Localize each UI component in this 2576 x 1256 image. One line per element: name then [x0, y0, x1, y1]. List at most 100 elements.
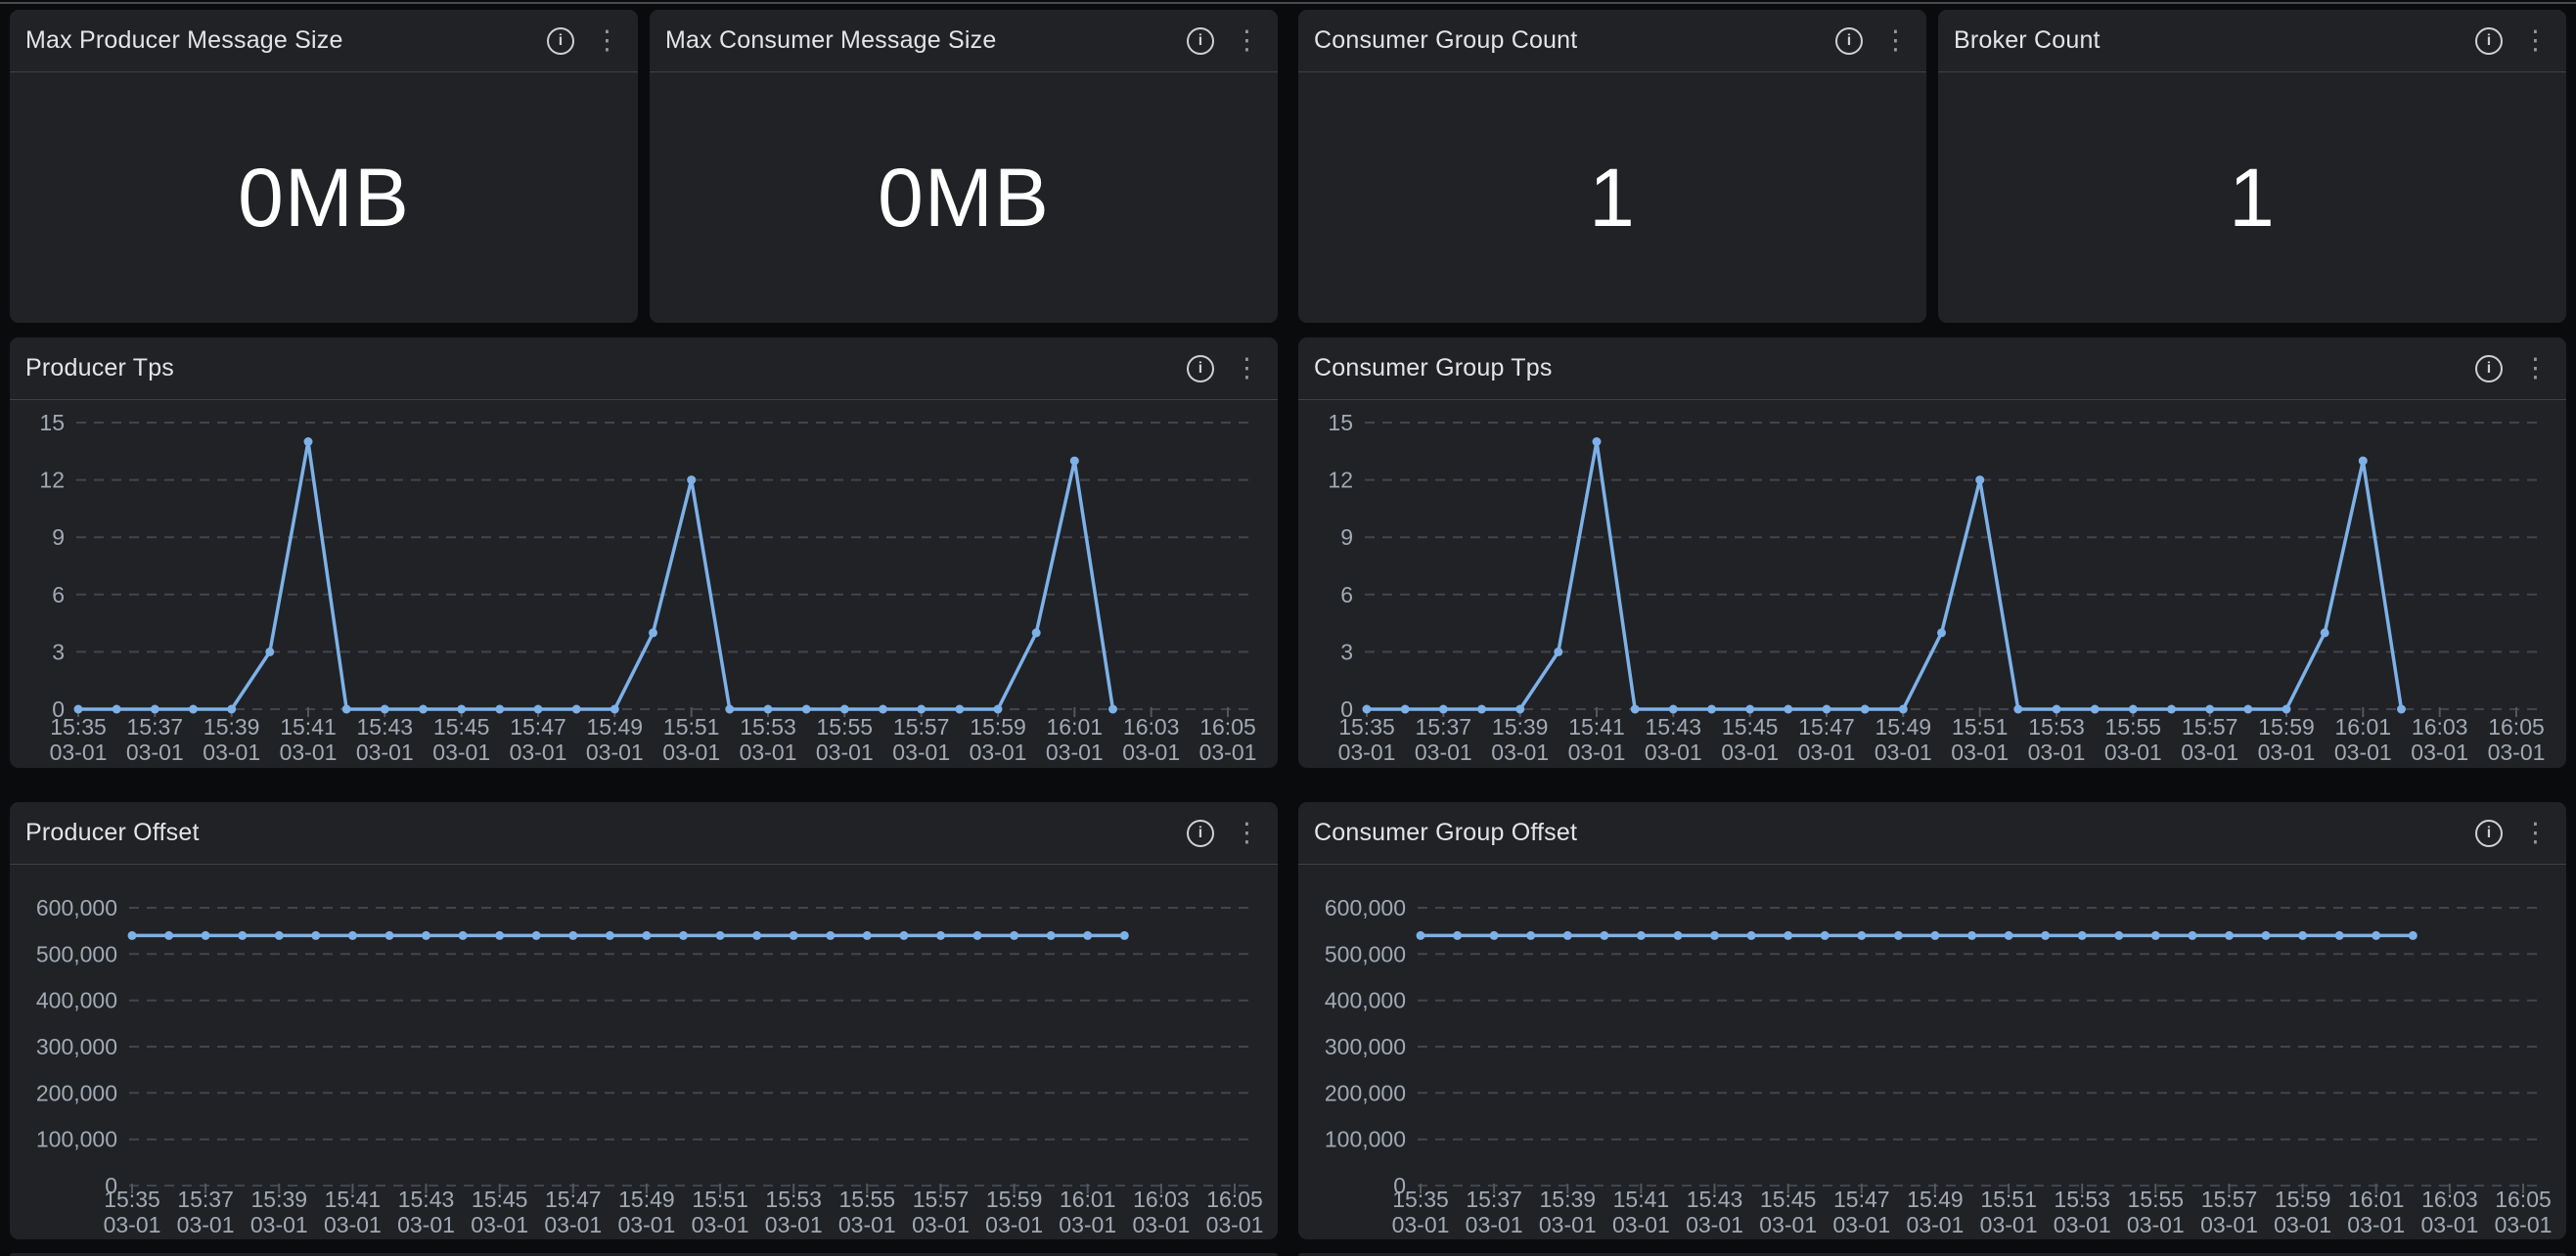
svg-text:3: 3: [52, 639, 65, 664]
svg-text:0: 0: [105, 1173, 117, 1198]
svg-text:15:55: 15:55: [839, 1187, 896, 1212]
svg-text:15:45: 15:45: [1722, 714, 1779, 740]
panel-title[interactable]: Producer Offset: [25, 819, 200, 846]
svg-text:9: 9: [52, 524, 65, 550]
svg-text:03-01: 03-01: [2054, 1212, 2111, 1237]
svg-text:03-01: 03-01: [1721, 740, 1779, 765]
svg-text:16:01: 16:01: [2335, 714, 2392, 740]
panel-producer-offset: Producer Offset i ⋮ 0 100,000 200,000 300,0…: [10, 802, 1278, 1239]
svg-text:15:41: 15:41: [1613, 1187, 1670, 1212]
svg-text:15:37: 15:37: [177, 1187, 234, 1212]
svg-text:500,000: 500,000: [36, 941, 117, 966]
svg-text:03-01: 03-01: [2411, 740, 2468, 765]
producer-tps-chart[interactable]: 0369121515:3503-0115:3703-0115:3903-0115…: [10, 400, 1278, 768]
svg-text:200,000: 200,000: [1325, 1080, 1406, 1105]
svg-text:03-01: 03-01: [970, 740, 1027, 765]
svg-text:300,000: 300,000: [36, 1034, 117, 1059]
svg-text:15:37: 15:37: [1466, 1187, 1522, 1212]
svg-text:15:39: 15:39: [1492, 714, 1549, 740]
svg-text:03-01: 03-01: [1686, 1212, 1743, 1237]
svg-text:15:59: 15:59: [2275, 1187, 2331, 1212]
svg-text:03-01: 03-01: [1980, 1212, 2038, 1237]
svg-text:03-01: 03-01: [1906, 1212, 1964, 1237]
svg-text:03-01: 03-01: [2334, 740, 2392, 765]
svg-text:03-01: 03-01: [471, 1212, 528, 1237]
stat-value: 1: [1589, 152, 1636, 244]
svg-text:15:53: 15:53: [740, 714, 796, 740]
header-icons: i ⋮: [547, 25, 622, 56]
info-icon[interactable]: i: [1187, 354, 1214, 382]
kebab-menu-icon[interactable]: ⋮: [1882, 25, 1909, 56]
svg-text:03-01: 03-01: [1338, 740, 1396, 765]
svg-text:03-01: 03-01: [280, 740, 338, 765]
svg-text:03-01: 03-01: [740, 740, 797, 765]
svg-text:03-01: 03-01: [1645, 740, 1702, 765]
svg-text:16:03: 16:03: [1133, 1187, 1190, 1212]
svg-text:15:47: 15:47: [1833, 1187, 1890, 1212]
svg-text:03-01: 03-01: [2104, 740, 2162, 765]
svg-text:03-01: 03-01: [1568, 740, 1626, 765]
svg-text:03-01: 03-01: [1612, 1212, 1670, 1237]
svg-text:15:51: 15:51: [1980, 1187, 2037, 1212]
info-icon[interactable]: i: [1187, 819, 1214, 847]
svg-text:12: 12: [1328, 468, 1353, 493]
svg-text:15:53: 15:53: [765, 1187, 822, 1212]
svg-text:15:41: 15:41: [1568, 714, 1625, 740]
svg-text:16:01: 16:01: [1047, 714, 1104, 740]
svg-text:15:57: 15:57: [2182, 714, 2238, 740]
kebab-menu-icon[interactable]: ⋮: [2522, 353, 2549, 383]
svg-text:15:43: 15:43: [398, 1187, 455, 1212]
panel-title[interactable]: Consumer Group Count: [1314, 26, 1578, 54]
svg-text:15:37: 15:37: [127, 714, 184, 740]
consumer-group-tps-chart[interactable]: 0369121515:3503-0115:3703-0115:3903-0115…: [1298, 400, 2566, 768]
info-icon[interactable]: i: [2475, 354, 2503, 382]
svg-text:15:57: 15:57: [2201, 1187, 2258, 1212]
info-icon[interactable]: i: [1187, 26, 1214, 55]
info-icon[interactable]: i: [2475, 26, 2503, 55]
svg-text:03-01: 03-01: [1415, 740, 1472, 765]
panel-title[interactable]: Max Producer Message Size: [25, 26, 343, 54]
svg-text:15:59: 15:59: [2258, 714, 2315, 740]
panel-header: Producer Tps i ⋮: [10, 337, 1278, 400]
svg-text:16:05: 16:05: [1199, 714, 1256, 740]
kebab-menu-icon[interactable]: ⋮: [1234, 818, 1260, 848]
kebab-menu-icon[interactable]: ⋮: [594, 25, 620, 56]
svg-text:03-01: 03-01: [1132, 1212, 1190, 1237]
top-edge-line: [0, 2, 2576, 4]
svg-text:15:51: 15:51: [692, 1187, 748, 1212]
producer-offset-chart[interactable]: 0 100,000 200,000 300,000 400,000 500,000 600,…: [10, 865, 1278, 1239]
consumer-group-offset-chart[interactable]: 0 100,000 200,000 300,000 400,000 500,000 600,…: [1298, 865, 2566, 1239]
svg-text:3: 3: [1340, 639, 1353, 664]
panel-title[interactable]: Max Consumer Message Size: [665, 26, 997, 54]
svg-text:03-01: 03-01: [2420, 1212, 2478, 1237]
svg-text:16:01: 16:01: [2348, 1187, 2405, 1212]
svg-text:16:05: 16:05: [2495, 1187, 2552, 1212]
panel-title[interactable]: Producer Tps: [25, 354, 175, 381]
info-icon[interactable]: i: [2475, 819, 2503, 847]
svg-text:03-01: 03-01: [2347, 1212, 2405, 1237]
info-icon[interactable]: i: [547, 26, 574, 55]
svg-text:300,000: 300,000: [1325, 1034, 1406, 1059]
svg-text:15:35: 15:35: [1338, 714, 1395, 740]
svg-text:03-01: 03-01: [50, 740, 108, 765]
svg-text:15:53: 15:53: [2028, 714, 2085, 740]
panel-title[interactable]: Consumer Group Offset: [1314, 819, 1578, 846]
svg-text:500,000: 500,000: [1325, 941, 1406, 966]
svg-text:15:45: 15:45: [433, 714, 490, 740]
info-icon[interactable]: i: [1835, 26, 1863, 55]
svg-text:15:41: 15:41: [325, 1187, 382, 1212]
svg-text:15:43: 15:43: [1687, 1187, 1743, 1212]
svg-text:12: 12: [39, 468, 65, 493]
svg-text:03-01: 03-01: [662, 740, 720, 765]
kebab-menu-icon[interactable]: ⋮: [1234, 25, 1260, 56]
svg-text:03-01: 03-01: [1046, 740, 1104, 765]
svg-text:15:49: 15:49: [618, 1187, 675, 1212]
kebab-menu-icon[interactable]: ⋮: [1234, 353, 1260, 383]
kebab-menu-icon[interactable]: ⋮: [2522, 25, 2549, 56]
panel-consumer-group-tps: Consumer Group Tps i ⋮ 0 3 6 9 12 15 15:35 03-0…: [1298, 337, 2566, 768]
svg-text:16:01: 16:01: [1060, 1187, 1116, 1212]
panel-title[interactable]: Consumer Group Tps: [1314, 354, 1553, 381]
panel-title[interactable]: Broker Count: [1954, 26, 2101, 54]
svg-text:15:35: 15:35: [104, 1187, 160, 1212]
kebab-menu-icon[interactable]: ⋮: [2522, 818, 2549, 848]
